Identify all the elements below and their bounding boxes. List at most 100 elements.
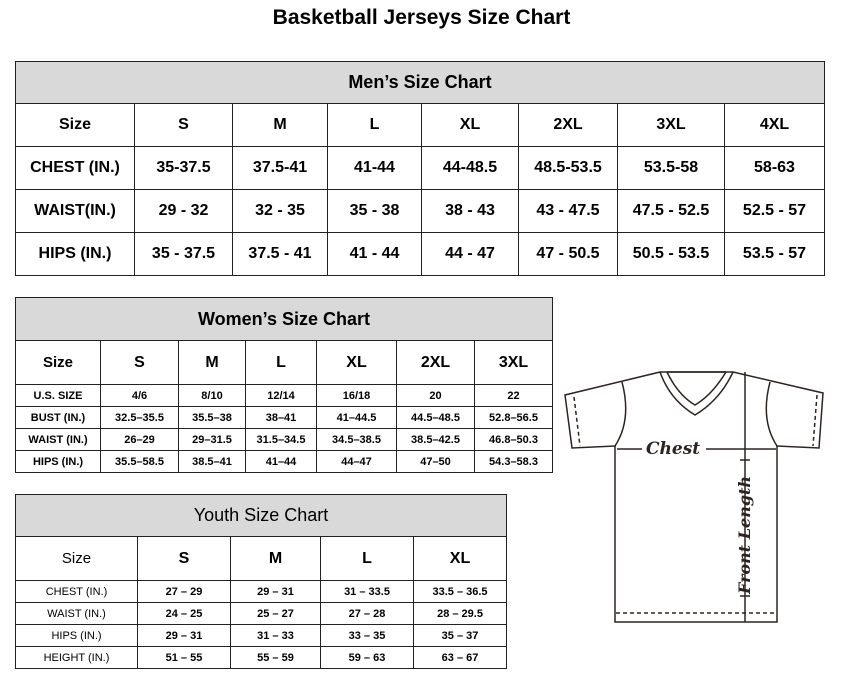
size-header: L (327, 103, 422, 147)
table-cell: 26–29 (100, 428, 179, 451)
table-cell: 29–31.5 (178, 428, 246, 451)
table-cell: 47–50 (396, 450, 475, 473)
size-header: 4XL (724, 103, 825, 147)
row-label: BUST (IN.) (15, 406, 101, 429)
table-caption: Women’s Size Chart (14, 297, 554, 341)
collar (659, 371, 734, 416)
row-label: CHEST (IN.) (15, 580, 138, 603)
table-cell: 59 – 63 (320, 646, 414, 669)
size-header: 2XL (518, 103, 618, 147)
table-cell: 46.8–50.3 (473, 428, 554, 451)
table-caption: Men’s Size Chart (15, 61, 825, 104)
size-header: M (232, 103, 328, 147)
table-cell: 27 – 29 (137, 580, 231, 603)
size-header: S (137, 536, 231, 581)
table-cell: 29 – 31 (137, 624, 231, 647)
table-cell: 50.5 - 53.5 (617, 232, 725, 276)
size-header: Size (15, 340, 101, 385)
size-header: 3XL (473, 340, 554, 385)
table-cell: 35.5–58.5 (100, 450, 179, 473)
table-cell: 47 - 50.5 (518, 232, 618, 276)
row-label: HIPS (IN.) (15, 450, 101, 473)
table-row: CHEST (IN.) 35-37.5 37.5-41 41-44 44-48.5 48.… (15, 146, 825, 190)
table-cell: 38.5–42.5 (396, 428, 475, 451)
chest-label: Chest (646, 439, 700, 459)
table-cell: 12/14 (245, 384, 317, 407)
size-header: XL (316, 340, 397, 385)
table-row: U.S. SIZE 4/6 8/10 12/14 16/18 20 22 (15, 384, 554, 407)
size-header: L (245, 340, 317, 385)
table-cell: 29 - 32 (134, 189, 233, 233)
table-cell: 58-63 (724, 146, 825, 190)
table-cell: 34.5–38.5 (316, 428, 397, 451)
table-cell: 37.5-41 (232, 146, 328, 190)
table-cell: 16/18 (316, 384, 397, 407)
table-cell: 55 – 59 (230, 646, 321, 669)
table-cell: 29 – 31 (230, 580, 321, 603)
table-cell: 63 – 67 (412, 646, 508, 669)
table-cell: 27 – 28 (320, 602, 414, 625)
table-cell: 51 – 55 (137, 646, 231, 669)
table-row: WAIST (IN.) 24 – 25 25 – 27 27 – 28 28 – 29.… (15, 602, 508, 625)
table-cell: 35 - 37.5 (134, 232, 233, 276)
table-cell: 44 - 47 (421, 232, 519, 276)
table-row: HIPS (IN.) 29 – 31 31 – 33 33 – 35 35 – 37 (15, 624, 508, 647)
table-cell: 25 – 27 (230, 602, 321, 625)
table-cell: 38 - 43 (421, 189, 519, 233)
table-cell: 44-48.5 (421, 146, 519, 190)
table-cell: 31 – 33 (230, 624, 321, 647)
table-row: WAIST(IN.) 29 - 32 32 - 35 35 - 38 38 - 43 43… (15, 189, 825, 233)
table-cell: 38–41 (245, 406, 317, 429)
table-cell: 44–47 (316, 450, 397, 473)
size-header: XL (421, 103, 519, 147)
front-length-label: Front Length (735, 476, 754, 595)
row-label: CHEST (IN.) (15, 146, 135, 190)
size-header: S (100, 340, 179, 385)
size-header: L (320, 536, 414, 581)
row-label: WAIST (IN.) (15, 428, 101, 451)
table-cell: 52.8–56.5 (473, 406, 554, 429)
size-header: M (178, 340, 246, 385)
table-cell: 4/6 (100, 384, 179, 407)
table-cell: 33 – 35 (320, 624, 414, 647)
size-header: M (230, 536, 321, 581)
table-cell: 44.5–48.5 (396, 406, 475, 429)
table-cell: 38.5–41 (178, 450, 246, 473)
table-cell: 32 - 35 (232, 189, 328, 233)
womens-size-table: Women’s Size Chart Size S M L XL 2XL 3XL U.S. SI… (14, 297, 554, 473)
table-cell: 53.5-58 (617, 146, 725, 190)
row-label: HIPS (IN.) (15, 232, 135, 276)
table-cell: 24 – 25 (137, 602, 231, 625)
table-cell: 41-44 (327, 146, 422, 190)
size-header: Size (15, 536, 138, 581)
size-header: S (134, 103, 233, 147)
table-cell: 35 – 37 (412, 624, 508, 647)
row-label: U.S. SIZE (15, 384, 101, 407)
table-cell: 8/10 (178, 384, 246, 407)
row-label: HIPS (IN.) (15, 624, 138, 647)
table-cell: 28 – 29.5 (412, 602, 508, 625)
row-label: HEIGHT (IN.) (15, 646, 138, 669)
table-cell: 47.5 - 52.5 (617, 189, 725, 233)
size-header: 3XL (617, 103, 725, 147)
table-cell: 33.5 – 36.5 (412, 580, 508, 603)
table-cell: 41–44 (245, 450, 317, 473)
size-header: XL (412, 536, 508, 581)
table-cell: 20 (396, 384, 475, 407)
table-cell: 32.5–35.5 (100, 406, 179, 429)
row-label: WAIST(IN.) (15, 189, 135, 233)
table-cell: 48.5-53.5 (518, 146, 618, 190)
table-row: BUST (IN.) 32.5–35.5 35.5–38 38–41 41–44.5 44… (15, 406, 554, 429)
size-header: 2XL (396, 340, 475, 385)
table-cell: 41 - 44 (327, 232, 422, 276)
table-row: WAIST (IN.) 26–29 29–31.5 31.5–34.5 34.5–38.… (15, 428, 554, 451)
jersey-diagram: Chest Front Length (564, 371, 824, 623)
table-cell: 31 – 33.5 (320, 580, 414, 603)
table-cell: 41–44.5 (316, 406, 397, 429)
row-label: WAIST (IN.) (15, 602, 138, 625)
mens-size-table: Men’s Size Chart Size S M L XL 2XL 3XL 4XL CHEST … (15, 61, 825, 276)
table-caption: Youth Size Chart (14, 494, 508, 537)
table-cell: 22 (473, 384, 554, 407)
youth-size-table: Youth Size Chart Size S M L XL CHEST (IN.) 27 –… (14, 494, 508, 669)
page-title: Basketball Jerseys Size Chart (272, 6, 571, 29)
